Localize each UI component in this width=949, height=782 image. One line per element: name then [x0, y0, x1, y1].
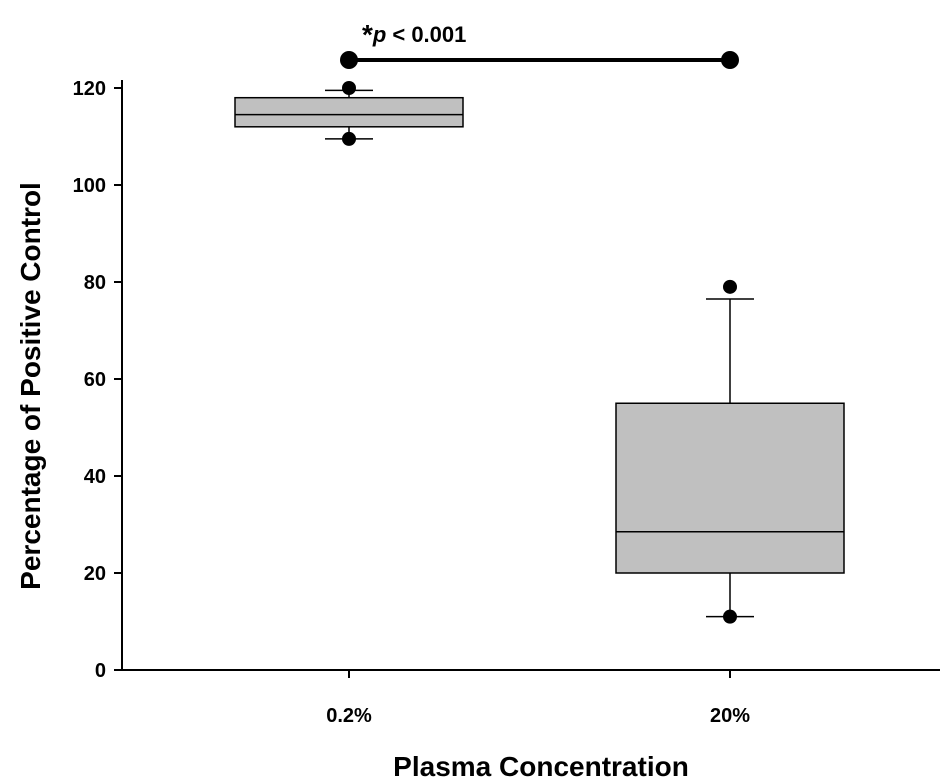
- outlier-point: [342, 81, 356, 95]
- significance-star: *: [362, 19, 373, 50]
- x-axis-title: Plasma Concentration: [393, 751, 689, 782]
- y-axis-title: Percentage of Positive Control: [15, 182, 46, 590]
- box: [615, 402, 845, 574]
- y-tick-label: 100: [73, 175, 106, 197]
- significance-label: *p < 0.001: [362, 19, 466, 50]
- outlier-point: [723, 609, 737, 624]
- significance-comparator: < 0.001: [392, 22, 466, 47]
- significance-bracket: *p < 0.001: [340, 19, 739, 69]
- y-tick-label: 120: [73, 78, 106, 100]
- outlier-point: [342, 131, 356, 146]
- y-tick-label: 60: [84, 369, 106, 391]
- box-group: [234, 81, 464, 146]
- y-tick-label: 20: [84, 563, 106, 585]
- x-tick-label: 0.2%: [326, 705, 372, 727]
- box-group: [615, 279, 845, 624]
- boxes: [234, 81, 845, 624]
- axes: 0 20 40 60 80 100 120 0.2% 20%: [73, 78, 940, 727]
- box: [234, 96, 464, 128]
- outlier-point: [723, 279, 737, 294]
- x-tick-label: 20%: [710, 705, 750, 727]
- y-tick-label: 80: [84, 272, 106, 294]
- significance-endpoint: [340, 51, 358, 69]
- significance-p: p: [372, 22, 386, 47]
- significance-endpoint: [721, 51, 739, 69]
- y-tick-label: 0: [95, 660, 106, 682]
- y-tick-label: 40: [84, 466, 106, 488]
